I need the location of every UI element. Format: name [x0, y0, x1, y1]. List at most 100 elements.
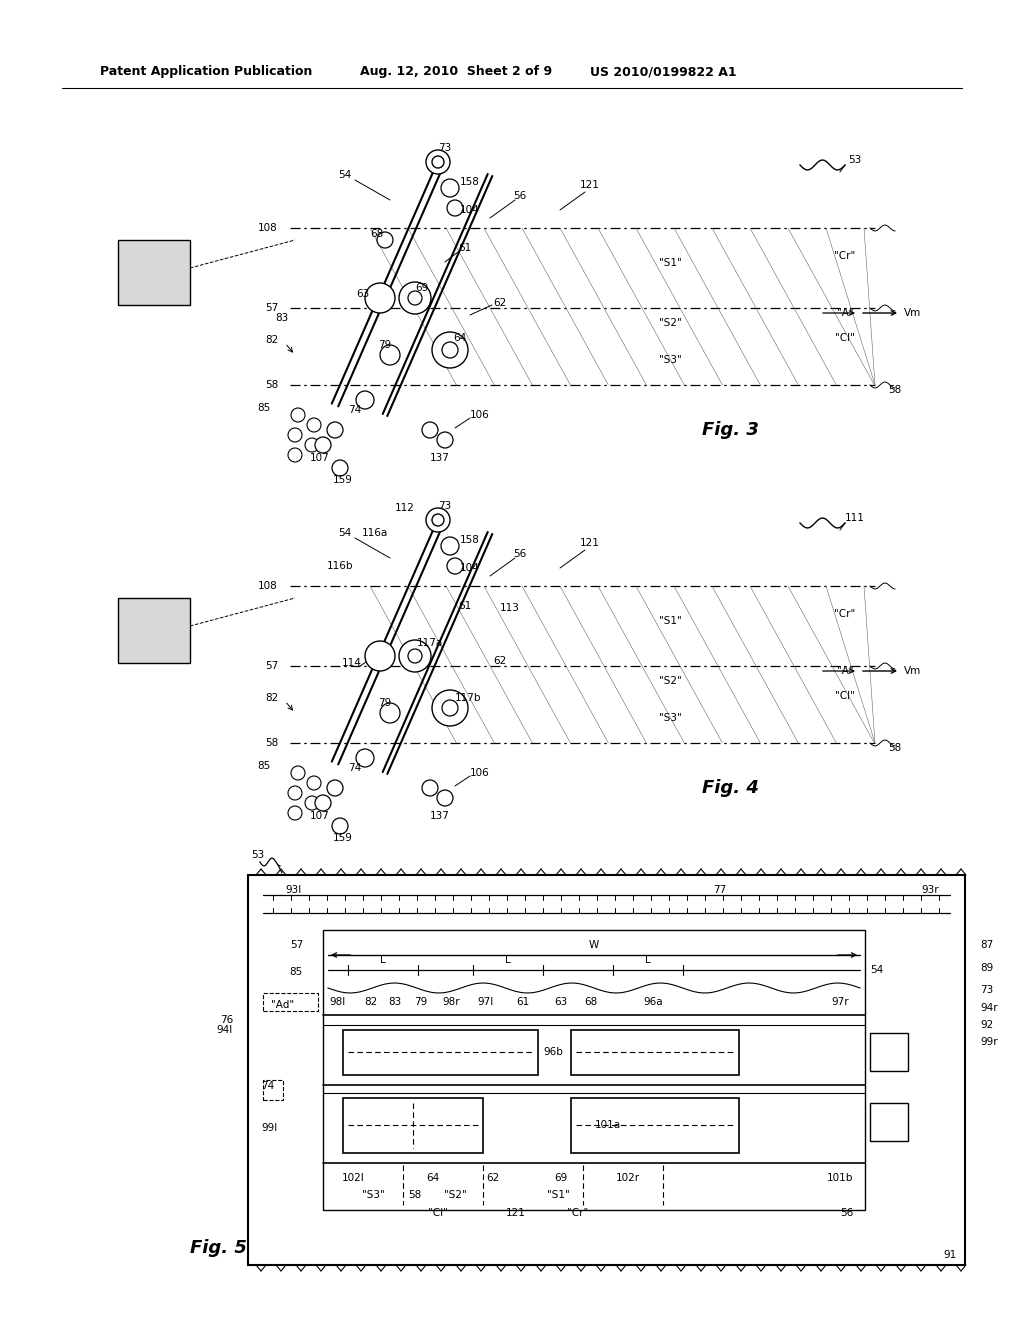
Text: 104: 104 [460, 564, 480, 573]
Circle shape [291, 766, 305, 780]
Text: 159: 159 [333, 833, 353, 843]
Text: 121: 121 [580, 539, 600, 548]
Circle shape [447, 558, 463, 574]
Text: 102l: 102l [342, 1173, 365, 1183]
Circle shape [288, 785, 302, 800]
Text: "Cr": "Cr" [835, 251, 856, 261]
Circle shape [437, 789, 453, 807]
Text: 74: 74 [348, 405, 361, 414]
Text: 159: 159 [333, 475, 353, 484]
Text: 53: 53 [848, 154, 861, 165]
Bar [870, 1034, 908, 1071]
Text: "S2": "S2" [658, 318, 681, 327]
Text: 58: 58 [889, 385, 901, 395]
Text: 98l: 98l [330, 997, 346, 1007]
Text: 87: 87 [980, 940, 993, 950]
Text: 116b: 116b [327, 561, 353, 572]
Text: 89: 89 [980, 964, 993, 973]
Text: "A": "A" [837, 667, 853, 676]
Text: 97l: 97l [477, 997, 494, 1007]
Bar [571, 1098, 739, 1152]
Text: "S3": "S3" [361, 1191, 384, 1200]
Bar [118, 598, 190, 663]
Text: 108: 108 [258, 581, 278, 591]
Text: 54: 54 [338, 528, 351, 539]
Bar [263, 1080, 283, 1100]
Circle shape [447, 201, 463, 216]
Text: 102r: 102r [616, 1173, 640, 1183]
Text: "A": "A" [837, 308, 853, 318]
Text: 137: 137 [430, 810, 450, 821]
Circle shape [315, 437, 331, 453]
Bar [248, 875, 965, 1265]
Text: 68: 68 [371, 228, 384, 239]
Text: 53: 53 [251, 850, 264, 861]
Text: 57: 57 [290, 940, 303, 950]
Text: 64: 64 [426, 1173, 439, 1183]
Text: "Cr": "Cr" [567, 1208, 589, 1218]
Text: 121: 121 [580, 180, 600, 190]
Text: 106: 106 [470, 768, 489, 777]
Text: 57: 57 [265, 304, 278, 313]
Text: Vm: Vm [904, 667, 922, 676]
Circle shape [399, 640, 431, 672]
Text: 101b: 101b [826, 1173, 853, 1183]
Text: 83: 83 [388, 997, 401, 1007]
Text: Vm: Vm [904, 308, 922, 318]
Circle shape [441, 180, 459, 197]
Text: 113: 113 [500, 603, 520, 612]
Circle shape [288, 428, 302, 442]
Text: 64: 64 [454, 333, 467, 343]
Circle shape [422, 780, 438, 796]
Text: 96b: 96b [543, 1047, 563, 1057]
Text: Patent Application Publication: Patent Application Publication [100, 66, 312, 78]
Circle shape [288, 807, 302, 820]
Circle shape [356, 748, 374, 767]
Circle shape [408, 649, 422, 663]
Text: "Ad": "Ad" [271, 1001, 295, 1010]
Bar [263, 993, 318, 1011]
Bar [343, 1098, 483, 1152]
Circle shape [426, 508, 450, 532]
Text: 104: 104 [460, 205, 480, 215]
Bar [870, 1104, 908, 1140]
Text: 58: 58 [265, 380, 278, 389]
Text: "S3": "S3" [658, 355, 681, 366]
Text: US 2010/0199822 A1: US 2010/0199822 A1 [590, 66, 736, 78]
Text: 56: 56 [841, 1208, 854, 1218]
Circle shape [356, 391, 374, 409]
Text: 79: 79 [379, 698, 391, 708]
Text: 97r: 97r [831, 997, 849, 1007]
Text: 74: 74 [348, 763, 361, 774]
Text: 68: 68 [585, 997, 598, 1007]
Text: 76: 76 [220, 1015, 233, 1026]
Circle shape [380, 704, 400, 723]
Text: 82: 82 [265, 693, 278, 704]
Text: "Cl": "Cl" [835, 333, 855, 343]
Text: Fig. 5: Fig. 5 [190, 1239, 247, 1257]
Circle shape [442, 700, 458, 715]
Circle shape [377, 232, 393, 248]
Text: 73: 73 [980, 985, 993, 995]
Text: L: L [505, 954, 511, 965]
Text: 61: 61 [516, 997, 529, 1007]
Text: "Cr": "Cr" [835, 609, 856, 619]
Circle shape [332, 818, 348, 834]
Text: 69: 69 [554, 1173, 567, 1183]
Text: 85: 85 [290, 968, 303, 977]
Text: 94l: 94l [217, 1026, 233, 1035]
Text: "S1": "S1" [658, 257, 681, 268]
Text: 92: 92 [980, 1020, 993, 1030]
Text: 57: 57 [265, 661, 278, 671]
Text: 73: 73 [438, 502, 452, 511]
Circle shape [426, 150, 450, 174]
Text: 137: 137 [430, 453, 450, 463]
Text: 158: 158 [460, 535, 480, 545]
Text: 82: 82 [365, 997, 378, 1007]
Text: "Cl": "Cl" [835, 690, 855, 701]
Text: 77: 77 [714, 884, 727, 895]
Text: "Cl": "Cl" [428, 1208, 447, 1218]
Circle shape [365, 642, 395, 671]
Text: 85: 85 [257, 403, 270, 413]
Bar [571, 1030, 739, 1074]
